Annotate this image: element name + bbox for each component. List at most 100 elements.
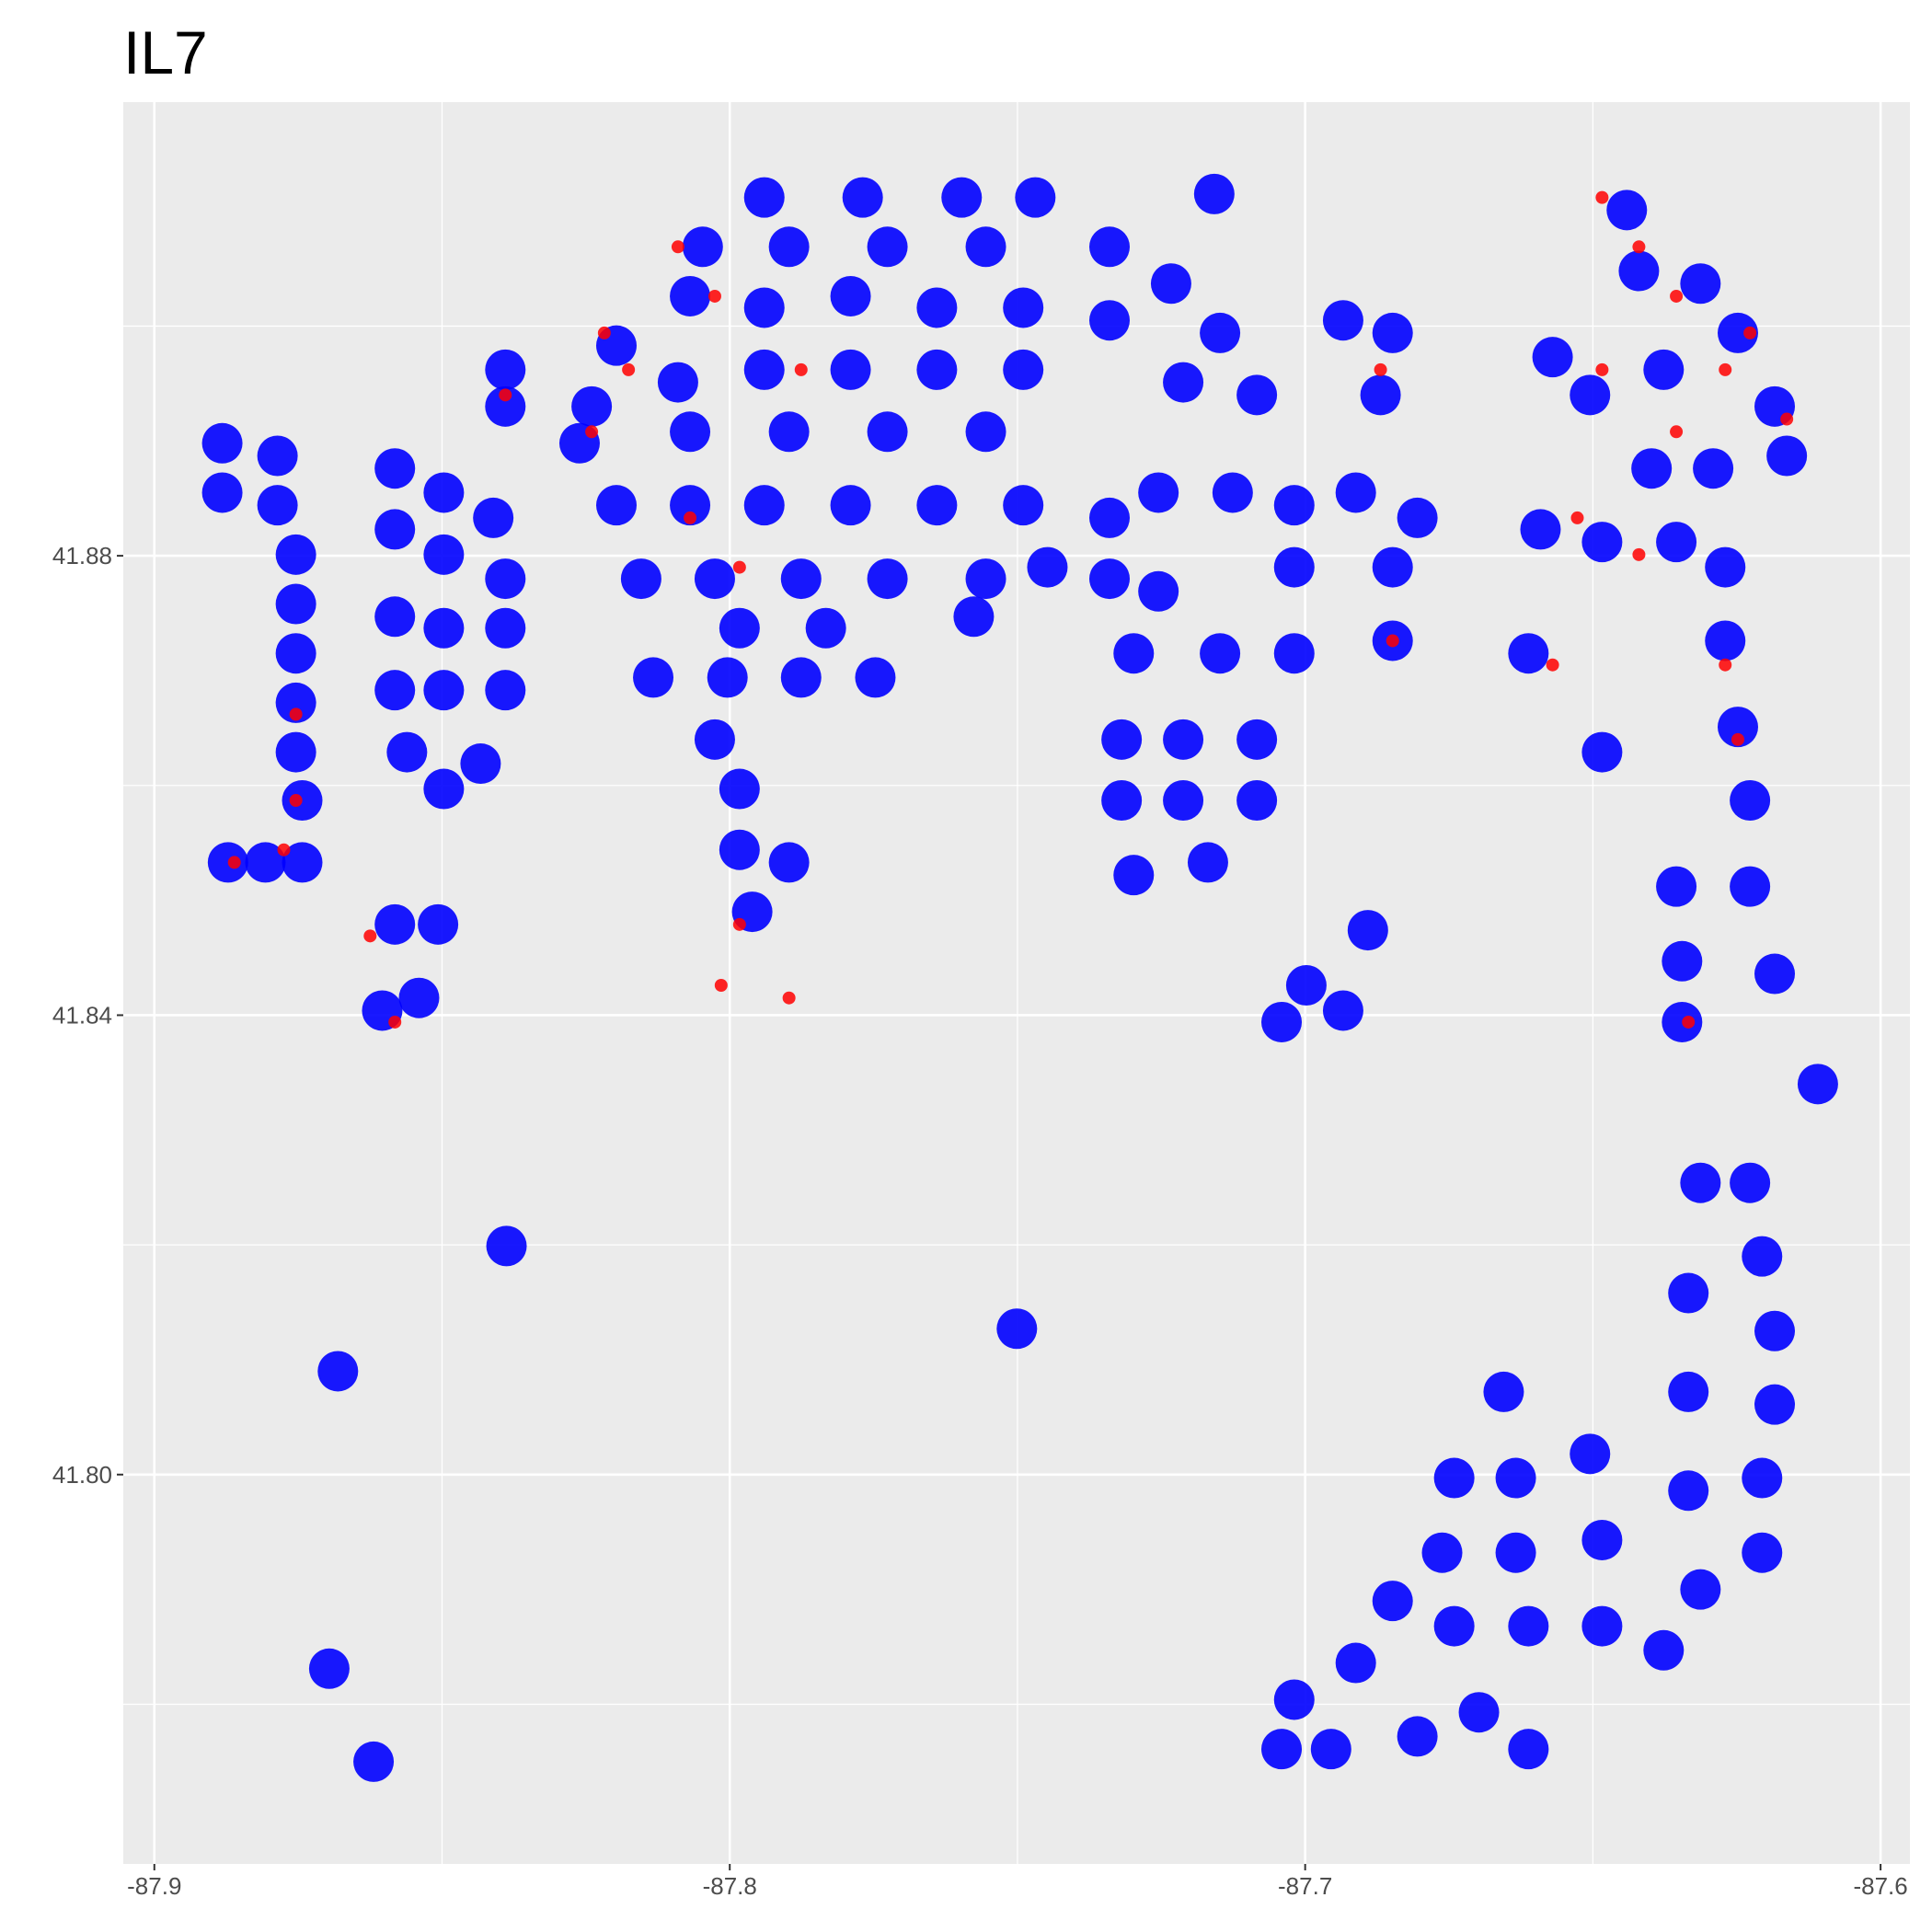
data-point (1433, 1457, 1475, 1499)
data-point (374, 903, 416, 945)
data-point (1662, 940, 1703, 982)
data-point (916, 349, 958, 390)
data-point (473, 497, 514, 538)
data-point (1003, 349, 1044, 390)
y-tick-label: 41.84 (52, 1001, 112, 1029)
data-point (965, 226, 1006, 268)
data-point (1730, 1162, 1771, 1203)
data-point (1570, 374, 1611, 416)
data-point (1730, 866, 1771, 907)
data-point (1618, 250, 1660, 292)
data-point (805, 607, 846, 649)
data-point (1508, 633, 1549, 674)
data-point (953, 596, 995, 638)
data-point (719, 829, 760, 870)
data-point (1546, 658, 1559, 672)
data-point (317, 1351, 359, 1392)
data-point (1138, 570, 1179, 612)
data-point (1386, 634, 1399, 648)
data-point (1717, 707, 1758, 748)
data-point (1717, 312, 1758, 353)
data-point (830, 485, 871, 526)
data-point (201, 422, 243, 464)
data-point (743, 349, 785, 390)
data-point (374, 509, 416, 550)
data-point (1335, 472, 1376, 513)
data-point (1595, 362, 1609, 376)
data-point (1089, 300, 1131, 341)
data-point (1754, 953, 1796, 995)
data-point (1273, 633, 1315, 674)
data-point (1742, 1457, 1783, 1499)
data-point (1273, 546, 1315, 588)
data-point (423, 607, 465, 649)
data-point (1680, 263, 1721, 305)
data-point (842, 177, 883, 218)
data-point (1742, 1236, 1783, 1277)
data-point (1570, 1433, 1611, 1475)
data-point (1705, 546, 1746, 588)
y-tick-label: 41.80 (52, 1461, 112, 1489)
data-point (597, 326, 611, 339)
data-point (1632, 240, 1646, 254)
data-point (622, 362, 636, 376)
data-point (289, 707, 303, 721)
data-point (585, 425, 599, 439)
data-point (485, 385, 526, 427)
data-point (1200, 312, 1241, 353)
data-point (1606, 190, 1648, 231)
data-point (714, 978, 728, 992)
data-point (1483, 1371, 1524, 1412)
data-point (423, 534, 465, 575)
data-point (363, 929, 377, 943)
data-point (499, 388, 512, 402)
data-point (353, 1741, 395, 1782)
data-point (1705, 620, 1746, 661)
data-point (916, 485, 958, 526)
data-point (1113, 855, 1155, 896)
data-point (732, 560, 746, 574)
data-point (1797, 1064, 1838, 1105)
data-point (633, 657, 674, 698)
data-point (1719, 362, 1732, 376)
data-point (1581, 1519, 1623, 1560)
data-point (1138, 472, 1179, 513)
data-point (1236, 719, 1278, 760)
data-point (1089, 497, 1131, 538)
data-point (684, 511, 697, 524)
data-point (780, 657, 822, 698)
data-point (743, 485, 785, 526)
data-point (1193, 173, 1235, 214)
data-point (782, 991, 796, 1005)
data-point (965, 558, 1006, 600)
data-point (707, 289, 721, 303)
data-point (245, 842, 286, 883)
data-point (1742, 1532, 1783, 1573)
data-point (1236, 374, 1278, 416)
data-point (996, 1308, 1038, 1350)
data-point (1668, 1272, 1709, 1314)
data-point (275, 731, 316, 773)
data-point (388, 1015, 402, 1029)
data-point (1532, 337, 1573, 378)
data-point (275, 682, 316, 723)
axes: -87.9 -87.8 -87.7 -87.6 41.80 41.84 41.88 (52, 542, 1908, 1900)
data-point (855, 657, 896, 698)
data-point (275, 633, 316, 674)
data-point (1508, 1729, 1549, 1770)
data-point (743, 177, 785, 218)
data-point (418, 903, 459, 945)
data-point (1163, 719, 1204, 760)
data-point (671, 240, 684, 254)
data-point (1581, 731, 1623, 773)
data-point (1693, 448, 1734, 489)
data-point (1643, 1629, 1685, 1671)
chart-title: IL7 (123, 18, 208, 86)
data-point (257, 435, 298, 477)
data-point (1754, 1310, 1796, 1351)
data-point (1322, 300, 1363, 341)
data-point (1372, 1581, 1413, 1622)
data-point (201, 472, 243, 513)
data-point (794, 362, 808, 376)
data-point (1003, 485, 1044, 526)
